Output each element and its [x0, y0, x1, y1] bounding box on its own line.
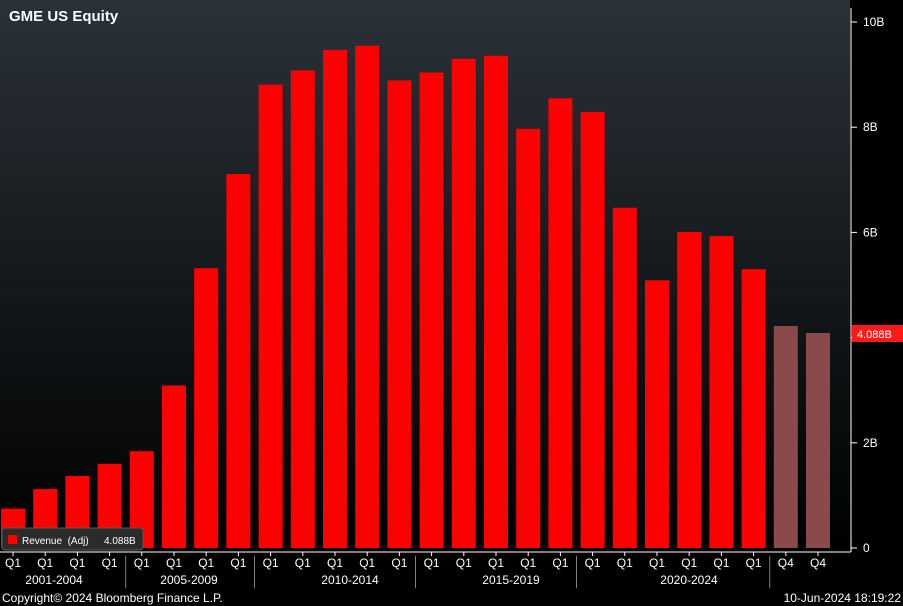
x-tick-label: Q1: [102, 556, 118, 570]
bar: [773, 326, 798, 548]
bar: [645, 280, 669, 548]
bar: [806, 333, 830, 548]
chart-title: GME US Equity: [9, 8, 119, 25]
y-tick-label: 10B: [863, 15, 884, 29]
bar: [387, 80, 412, 549]
bar: [162, 385, 186, 548]
copyright-text: Copyright© 2024 Bloomberg Finance L.P.: [2, 591, 223, 605]
bar: [484, 55, 508, 548]
last-value-box: [852, 325, 903, 342]
x-tick-label: Q1: [69, 556, 85, 570]
x-tick-label: Q1: [5, 556, 21, 570]
x-tick-label: Q1: [198, 556, 214, 570]
last-value-label: 4.088B: [857, 329, 892, 341]
x-tick-label: Q1: [746, 556, 762, 570]
period-group-label: 2020-2024: [660, 573, 718, 587]
x-tick-label: Q1: [617, 556, 633, 570]
x-tick-label: Q1: [713, 556, 729, 570]
x-tick-label: Q1: [424, 556, 440, 570]
bar: [451, 58, 476, 549]
bar: [258, 84, 283, 548]
bar: [741, 269, 766, 548]
legend-box: [1, 527, 144, 551]
x-tick-label: Q1: [359, 556, 375, 570]
timestamp-text: 10-Jun-2024 18:19:22: [784, 591, 902, 605]
y-tick-label: 0: [863, 541, 870, 555]
legend-value: 4.088B: [104, 536, 136, 547]
x-tick-label: Q1: [488, 556, 504, 570]
y-axis: 0 2B 6B 8B 10B: [851, 15, 884, 555]
legend-series-label: Revenue (Adj): [22, 536, 89, 547]
y-tick-label: 2B: [863, 436, 878, 450]
bar: [677, 231, 702, 548]
x-tick-label: Q1: [37, 556, 53, 570]
x-axis: Q1 Q1 Q1 Q1 Q1 Q1 Q1 Q1 Q1 Q1 Q1 Q1 Q1 Q1 Q1 Q1 Q1 Q1 Q1 Q1…: [5, 552, 826, 588]
x-tick-label: Q1: [456, 556, 472, 570]
x-tick-label: Q1: [649, 556, 665, 570]
bar: [323, 49, 347, 549]
legend-swatch: [8, 535, 17, 544]
bar: [194, 268, 219, 548]
x-tick-label: Q4: [810, 556, 826, 570]
x-tick-label: Q1: [263, 556, 279, 570]
period-group-label: 2005-2009: [160, 573, 218, 587]
last-value-callout: 4.088B: [852, 325, 903, 342]
x-tick-label: Q1: [391, 556, 407, 570]
bar: [709, 236, 734, 548]
legend: Revenue (Adj) 4.088B: [1, 527, 144, 551]
period-group-label: 2001-2004: [25, 573, 83, 587]
x-tick-label: Q1: [520, 556, 536, 570]
x-tick-label: Q1: [166, 556, 182, 570]
x-tick-label: Q1: [295, 556, 311, 570]
bar: [516, 128, 541, 549]
bars-layer: [1, 45, 830, 549]
bar: [612, 207, 637, 548]
bar: [580, 111, 605, 549]
bar: [226, 174, 251, 548]
x-tick-label: Q1: [230, 556, 246, 570]
x-tick-label: Q1: [552, 556, 568, 570]
bar: [355, 45, 380, 548]
period-group-label: 2010-2014: [321, 573, 379, 587]
bar: [419, 72, 444, 548]
bar: [548, 98, 573, 549]
x-tick-label: Q1: [327, 556, 343, 570]
x-tick-label: Q1: [585, 556, 601, 570]
y-tick-label: 8B: [863, 120, 878, 134]
x-tick-label: Q1: [134, 556, 150, 570]
y-tick-label: 6B: [863, 225, 878, 239]
bar: [290, 70, 315, 549]
period-group-label: 2015-2019: [482, 573, 540, 587]
x-tick-label: Q4: [778, 556, 794, 570]
x-tick-label: Q1: [681, 556, 697, 570]
